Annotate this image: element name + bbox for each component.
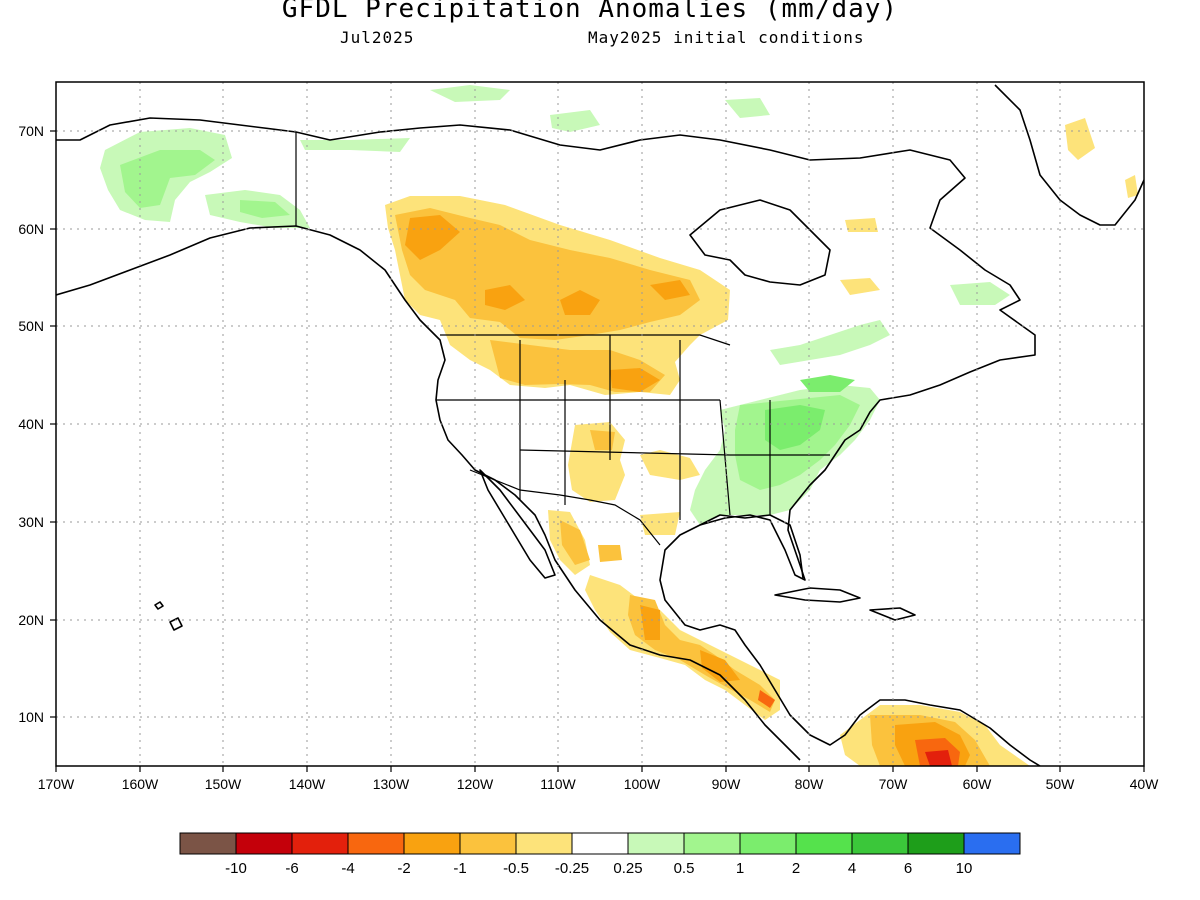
lat-tick-label: 40N [18, 416, 44, 432]
colorbar-swatch [963, 832, 1021, 855]
colorbar-swatch [627, 832, 685, 855]
colorbar-swatch [179, 832, 237, 855]
colorbar-label: -10 [225, 860, 247, 877]
lon-tick-label: 130W [373, 776, 410, 792]
lat-tick-label: 60N [18, 221, 44, 237]
colorbar-label: 1 [736, 860, 744, 877]
grid-lines [56, 82, 1144, 766]
lon-tick-label: 100W [624, 776, 661, 792]
colorbar-label: -0.5 [503, 860, 529, 877]
colorbar-swatch [683, 832, 741, 855]
colorbar-swatch [571, 832, 629, 855]
wet-anomaly-alaska [100, 128, 410, 228]
lon-tick-label: 50W [1046, 776, 1076, 792]
lon-tick-label: 150W [205, 776, 242, 792]
lon-tick-label: 70W [879, 776, 909, 792]
tick-marks [50, 130, 1145, 772]
misc-anomaly-patches [430, 85, 1138, 305]
colorbar-label: -6 [285, 860, 298, 877]
colorbar-label: 10 [956, 860, 973, 877]
map-title: GFDL Precipitation Anomalies (mm/day) [281, 0, 899, 24]
dry-anomaly-western-canada [385, 196, 730, 395]
initial-conditions: May2025 initial conditions [588, 28, 865, 47]
lon-tick-label: 80W [795, 776, 825, 792]
borders [295, 132, 830, 546]
colorbar-swatch [795, 832, 853, 855]
colorbar-labels: -10 -6 -4 -2 -1 -0.5 -0.25 0.25 0.5 1 2 4 6 10 [225, 860, 972, 877]
colorbar [179, 832, 1021, 855]
colorbar-label: -0.25 [555, 860, 589, 877]
coastlines [56, 84, 1144, 766]
colorbar-swatch [515, 832, 573, 855]
lon-tick-label: 120W [457, 776, 494, 792]
colorbar-label: 2 [792, 860, 800, 877]
lon-tick-label: 170W [38, 776, 75, 792]
colorbar-label: 0.5 [674, 860, 695, 877]
lat-tick-label: 20N [18, 612, 44, 628]
colorbar-swatch [291, 832, 349, 855]
lat-tick-label: 70N [18, 123, 44, 139]
lon-tick-label: 40W [1130, 776, 1160, 792]
lat-tick-label: 50N [18, 318, 44, 334]
lon-tick-label: 60W [963, 776, 993, 792]
dry-anomaly-southwest-mexico [548, 422, 780, 720]
colorbar-label: -1 [453, 860, 466, 877]
lon-tick-label: 90W [712, 776, 742, 792]
colorbar-swatch [739, 832, 797, 855]
colorbar-label: -4 [341, 860, 354, 877]
lon-tick-label: 140W [289, 776, 326, 792]
colorbar-label: 4 [848, 860, 856, 877]
colorbar-swatch [235, 832, 293, 855]
colorbar-swatch [907, 832, 965, 855]
colorbar-swatch [403, 832, 461, 855]
colorbar-label: 0.25 [613, 860, 642, 877]
lat-tick-label: 30N [18, 514, 44, 530]
lat-tick-labels: 10N 20N 30N 40N 50N 60N 70N [18, 123, 44, 725]
colorbar-label: -2 [397, 860, 410, 877]
forecast-month: Jul2025 [340, 28, 415, 47]
lon-tick-label: 160W [122, 776, 159, 792]
lon-tick-label: 110W [540, 776, 576, 792]
colorbar-swatch [347, 832, 405, 855]
colorbar-label: 6 [904, 860, 912, 877]
lon-tick-labels: 170W 160W 150W 140W 130W 120W 110W 100W … [38, 776, 1159, 792]
colorbar-swatch [851, 832, 909, 855]
dry-anomaly-northern-south-america [840, 705, 1030, 766]
lat-tick-label: 10N [18, 709, 44, 725]
colorbar-swatch [459, 832, 517, 855]
